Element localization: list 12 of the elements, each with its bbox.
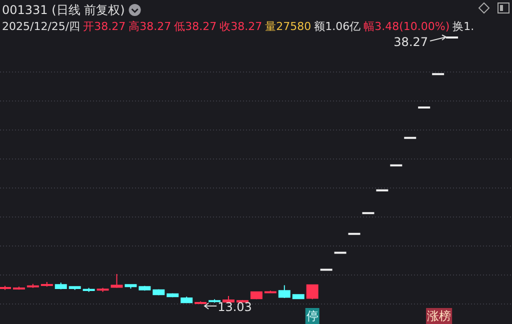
- text: 额1.06亿: [314, 20, 361, 33]
- annotation: 13.03: [218, 300, 252, 314]
- annotation: 38.27: [394, 35, 428, 49]
- text: 收38.27: [220, 20, 262, 33]
- chart-title: 001331 (日线 前复权): [2, 3, 125, 17]
- text: 低38.27: [174, 20, 217, 33]
- text: 换1.: [452, 20, 474, 33]
- text: 高38.27: [128, 20, 172, 33]
- text: 量27580: [265, 20, 312, 33]
- text: 开38.27: [83, 20, 126, 33]
- text: 2025/12/25/四: [2, 20, 80, 33]
- text: 幅3.48(10.00%): [364, 20, 450, 33]
